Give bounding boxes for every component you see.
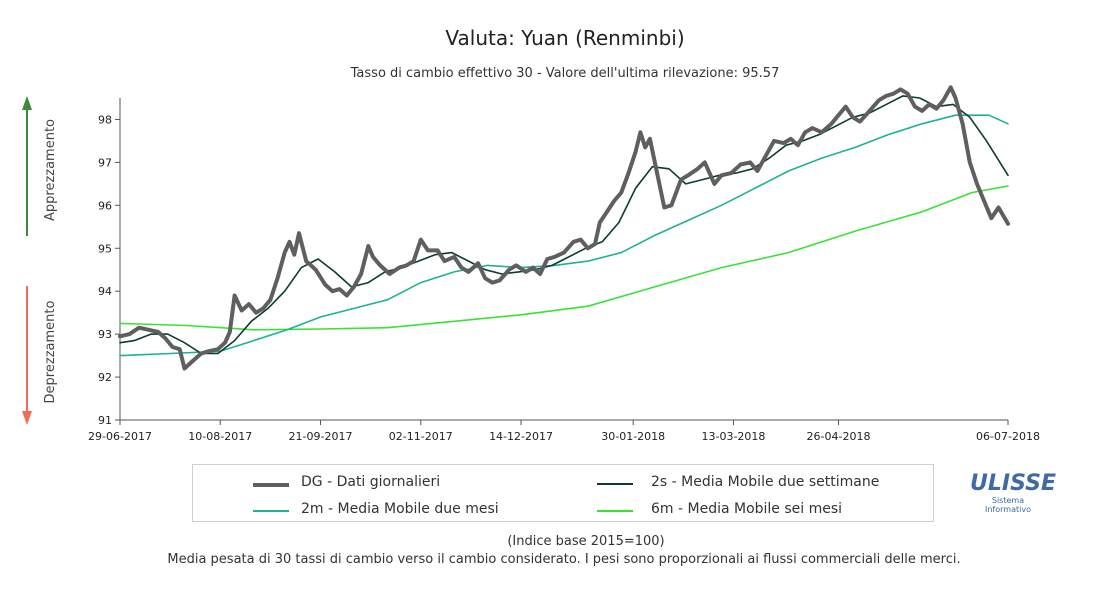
legend-label-6m: 6m - Media Mobile sei mesi (651, 501, 843, 517)
y-tick-label: 98 (98, 113, 112, 126)
logo-subtitle-2: Informativo (985, 505, 1031, 514)
legend-swatch-2s (597, 483, 633, 485)
x-tick-label: 14-12-2017 (489, 430, 553, 443)
footer-base-note: (Indice base 2015=100) (507, 534, 665, 549)
legend-swatch-2m (253, 510, 289, 512)
x-tick-label: 21-09-2017 (289, 430, 353, 443)
series-line-2s (119, 95, 1009, 355)
x-tick-label: 13-03-2018 (702, 430, 766, 443)
y-tick-label: 95 (98, 242, 112, 255)
arrow-up-icon (22, 96, 32, 110)
chart-subtitle: Tasso di cambio effettivo 30 - Valore de… (350, 66, 780, 81)
x-tick-label: 29-06-2017 (88, 430, 152, 443)
y-tick-label: 94 (98, 285, 112, 298)
legend-swatch-dg (253, 483, 289, 487)
legend: DG - Dati giornalieri 2s - Media Mobile … (192, 464, 934, 522)
ulisse-logo: ULISSE Sistema Informativo (970, 471, 1057, 515)
apprezzamento-label: Apprezzamento (43, 119, 58, 221)
x-tick-label: 10-08-2017 (188, 430, 252, 443)
legend-swatch-6m (597, 510, 633, 512)
logo-subtitle-1: Sistema (991, 496, 1025, 505)
y-tick-label: 97 (98, 156, 112, 169)
x-tick-label: 26-04-2018 (807, 430, 871, 443)
series-line-2m (119, 114, 1009, 357)
y-tick-label: 93 (98, 328, 112, 341)
x-tick-label: 30-01-2018 (601, 430, 665, 443)
series-line-dg (118, 85, 1010, 371)
x-tick-label: 02-11-2017 (389, 430, 453, 443)
footer-description: Media pesata di 30 tassi di cambio verso… (167, 552, 961, 567)
arrow-down-icon (22, 411, 32, 425)
legend-label-dg: DG - Dati giornalieri (301, 474, 441, 490)
series-line-6m (119, 185, 1009, 331)
y-tick-label: 92 (98, 371, 112, 384)
logo-wordmark: ULISSE (970, 471, 1057, 496)
deprezzamento-label: Deprezzamento (43, 301, 58, 404)
chart-title: Valuta: Yuan (Renminbi) (445, 26, 685, 50)
x-tick-label: 06-07-2018 (976, 430, 1040, 443)
legend-label-2m: 2m - Media Mobile due mesi (301, 501, 499, 517)
y-tick-label: 96 (98, 199, 112, 212)
legend-label-2s: 2s - Media Mobile due settimane (651, 474, 880, 490)
y-tick-label: 91 (98, 414, 112, 427)
